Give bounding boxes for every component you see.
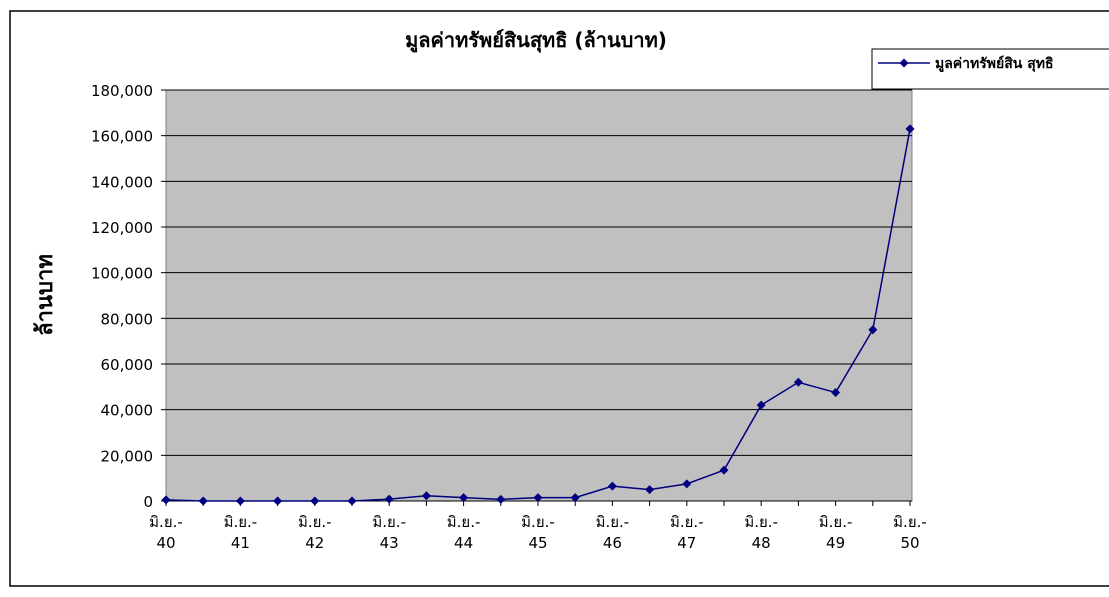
y-tick-label: 160,000 bbox=[91, 128, 153, 146]
y-tick-label: 0 bbox=[143, 493, 153, 511]
x-tick-label: มิ.ย.- 42 bbox=[285, 512, 345, 554]
x-tick-label: มิ.ย.- 41 bbox=[210, 512, 270, 554]
y-tick-label: 180,000 bbox=[91, 82, 153, 100]
y-tick-label: 60,000 bbox=[101, 356, 154, 374]
chart: มูลค่าทรัพย์สินสุทธิ (ล้านบาท) ล้านบาท 0… bbox=[0, 0, 1109, 597]
y-tick-label: 120,000 bbox=[91, 219, 153, 237]
x-tick-label: มิ.ย.- 47 bbox=[657, 512, 717, 554]
x-tick-label: มิ.ย.- 43 bbox=[359, 512, 419, 554]
x-tick-label: มิ.ย.- 50 bbox=[880, 512, 940, 554]
y-tick-label: 80,000 bbox=[101, 310, 154, 328]
plot-area bbox=[166, 90, 912, 501]
x-tick-label: มิ.ย.- 40 bbox=[136, 512, 196, 554]
y-tick-label: 20,000 bbox=[101, 447, 154, 465]
x-tick-label: มิ.ย.- 48 bbox=[731, 512, 791, 554]
x-tick-label: มิ.ย.- 44 bbox=[434, 512, 494, 554]
y-tick-label: 140,000 bbox=[91, 173, 153, 191]
legend-label: มูลค่าทรัพย์สิน สุทธิ bbox=[935, 55, 1054, 72]
chart-title: มูลค่าทรัพย์สินสุทธิ (ล้านบาท) bbox=[405, 28, 667, 54]
y-tick-label: 100,000 bbox=[91, 265, 153, 283]
page: มูลค่าทรัพย์สินสุทธิ (ล้านบาท) ล้านบาท 0… bbox=[0, 0, 1109, 597]
y-axis-label: ล้านบาท bbox=[33, 254, 58, 336]
y-tick-label: 40,000 bbox=[101, 402, 154, 420]
x-tick-label: มิ.ย.- 45 bbox=[508, 512, 568, 554]
x-tick-label: มิ.ย.- 46 bbox=[582, 512, 642, 554]
x-tick-label: มิ.ย.- 49 bbox=[806, 512, 866, 554]
